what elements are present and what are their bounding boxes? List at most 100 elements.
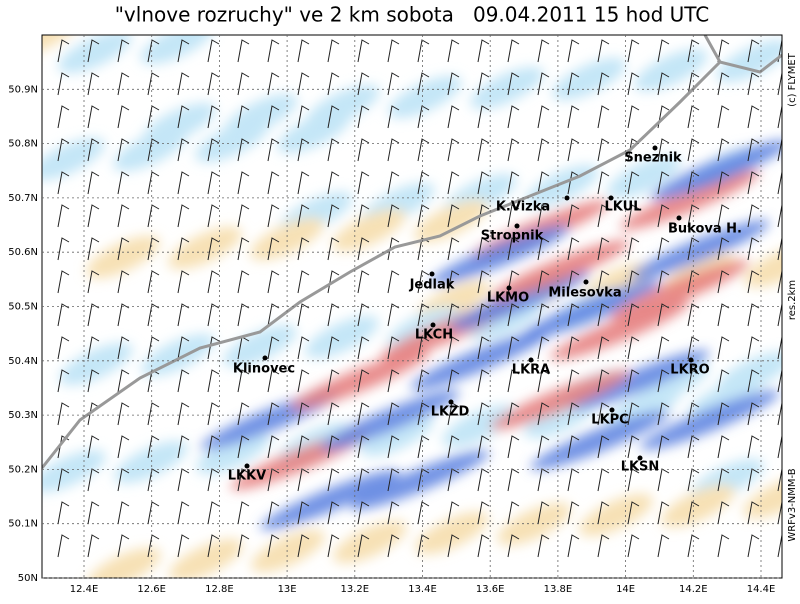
wind-barb <box>507 501 520 525</box>
wind-barb <box>657 138 670 162</box>
patch <box>716 39 782 83</box>
wind-barb <box>147 303 160 327</box>
wind-barb <box>747 435 760 459</box>
wind-barb <box>417 72 430 96</box>
wind-barb <box>597 369 610 393</box>
wind-barb <box>507 204 520 228</box>
wind-barb <box>87 105 100 129</box>
wind-barb <box>87 369 100 393</box>
wind-barb <box>267 336 280 360</box>
wind-barb <box>657 534 670 558</box>
wind-barb <box>747 336 760 360</box>
wind-barb <box>87 435 100 459</box>
wind-barb <box>447 105 460 129</box>
station-label: Sneznik <box>624 151 682 166</box>
wind-barb <box>327 39 340 63</box>
patch <box>634 48 708 92</box>
wind-barb <box>117 435 130 459</box>
wind-barb <box>267 501 280 525</box>
wind-barb <box>207 105 220 129</box>
wave-stripe <box>450 270 590 330</box>
wind-barb <box>447 72 460 96</box>
wind-barb <box>657 39 670 63</box>
wind-barb <box>87 72 100 96</box>
wind-barb <box>687 501 700 525</box>
wind-barb <box>357 501 370 525</box>
patch <box>58 35 132 74</box>
wave-stripe <box>490 240 630 300</box>
wind-barb <box>237 138 250 162</box>
wind-barb <box>447 336 460 360</box>
wind-barb <box>687 72 700 96</box>
wind-barb <box>327 501 340 525</box>
wind-barb <box>417 204 430 228</box>
wind-barb <box>387 171 400 195</box>
wind-barb <box>417 171 430 195</box>
wind-barb <box>537 270 550 294</box>
wind-barb <box>147 138 160 162</box>
wind-barb <box>717 270 730 294</box>
wind-barb <box>537 105 550 129</box>
wind-barb <box>297 435 310 459</box>
wind-barb <box>537 336 550 360</box>
wind-barb <box>387 303 400 327</box>
x-tick-label: 13.2E <box>341 584 370 595</box>
wind-barb <box>447 204 460 228</box>
wind-barb <box>747 534 760 558</box>
wind-barb <box>87 402 100 426</box>
wind-barb <box>237 171 250 195</box>
wind-barb <box>447 303 460 327</box>
wind-barb <box>597 105 610 129</box>
wind-barb <box>597 534 610 558</box>
x-tick-label: 13E <box>278 584 297 595</box>
wind-barb <box>297 402 310 426</box>
wind-barb <box>297 501 310 525</box>
wind-barb <box>477 402 490 426</box>
wind-barb <box>387 39 400 63</box>
wind-barb <box>297 72 310 96</box>
wind-barb <box>387 270 400 294</box>
wind-barb <box>267 105 280 129</box>
wind-barb <box>237 501 250 525</box>
wave-stripe <box>570 350 710 410</box>
wind-barb <box>687 303 700 327</box>
x-tick-label: 13.8E <box>544 584 573 595</box>
wind-barb <box>687 435 700 459</box>
x-tick-label: 13.4E <box>408 584 437 595</box>
wind-barb <box>237 72 250 96</box>
wind-barb <box>507 72 520 96</box>
wind-barb <box>267 72 280 96</box>
wind-barb <box>627 105 640 129</box>
wind-barb <box>627 72 640 96</box>
x-tick-label: 12.6E <box>137 584 166 595</box>
wind-barb <box>297 204 310 228</box>
wind-barb <box>177 171 190 195</box>
x-tick-label: 13.6E <box>476 584 505 595</box>
wind-barb <box>507 369 520 393</box>
wind-barb <box>567 534 580 558</box>
wave-stripe <box>550 300 690 360</box>
wind-barb <box>117 402 130 426</box>
wind-barb <box>297 171 310 195</box>
wind-barb <box>87 204 100 228</box>
patch <box>86 235 160 279</box>
wind-barb <box>207 237 220 261</box>
wind-barb <box>177 402 190 426</box>
wind-barb <box>597 171 610 195</box>
wind-barb <box>177 435 190 459</box>
patch <box>414 199 488 243</box>
wind-barb <box>57 171 70 195</box>
wind-barb <box>327 138 340 162</box>
wind-barb <box>417 435 430 459</box>
wind-barb <box>147 72 160 96</box>
wind-barb <box>57 204 70 228</box>
side-label: res.2km <box>787 280 798 320</box>
wind-barb <box>447 270 460 294</box>
wind-barb <box>627 204 640 228</box>
wind-barb <box>417 336 430 360</box>
wind-barb <box>447 534 460 558</box>
station-label: LKSN <box>621 460 660 475</box>
wind-barb <box>537 402 550 426</box>
station-dot <box>608 195 614 201</box>
wind-barb <box>537 171 550 195</box>
